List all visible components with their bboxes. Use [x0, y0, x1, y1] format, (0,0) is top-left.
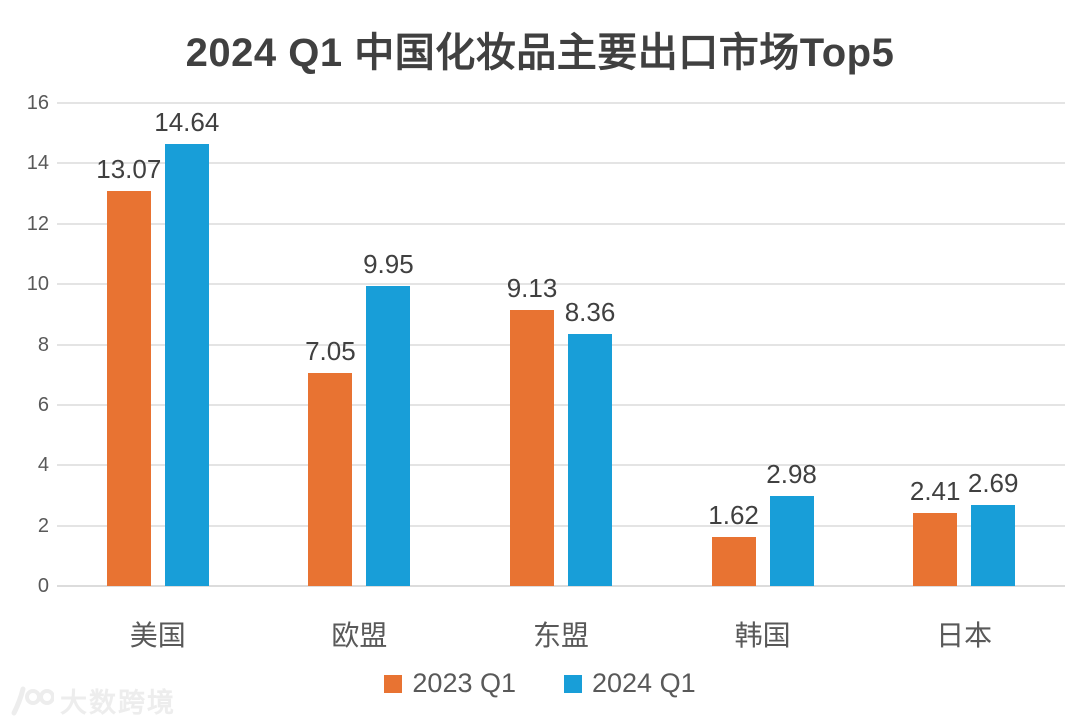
- bar-value-label: 8.36: [564, 296, 616, 327]
- bar-value-label: 7.05: [305, 336, 356, 367]
- gridline-0: [57, 585, 1065, 587]
- bar-value-label: 2.41: [909, 476, 961, 507]
- gridline-12: [57, 222, 1065, 225]
- gridline-4: [57, 464, 1065, 467]
- gridline-10: [57, 283, 1065, 286]
- bar-2023-q1-3: [510, 310, 554, 586]
- legend-item-2024-q1: 2024 Q1: [564, 668, 696, 699]
- gridline-6: [57, 403, 1065, 406]
- watermark: 大数跨境: [8, 681, 176, 720]
- bar-2023-q1-1: [106, 191, 151, 586]
- legend-item-2023-q1: 2023 Q1: [384, 668, 516, 699]
- bar-2023-q1-5: [913, 513, 958, 586]
- category-label-2: 欧盟: [331, 620, 388, 651]
- category-label-3: 东盟: [532, 620, 589, 651]
- y-axis-tick-2: 2: [37, 514, 49, 537]
- bar-value-label: 9.13: [506, 273, 558, 304]
- gridline-2: [57, 524, 1065, 527]
- bar-2024-q1-3: [568, 333, 612, 586]
- y-axis-tick-10: 10: [26, 273, 49, 296]
- legend-swatch-2024-q1: [564, 674, 582, 693]
- gridline-14: [57, 162, 1065, 165]
- legend: 2023 Q1 2024 Q1: [0, 668, 1080, 699]
- gridline-8: [57, 343, 1065, 346]
- bar-2024-q1-1: [164, 144, 209, 586]
- bar-value-label: 1.62: [708, 500, 759, 531]
- bar-2024-q1-5: [971, 504, 1016, 586]
- bar-2023-q1-2: [308, 373, 353, 586]
- bar-value-label: 14.64: [154, 107, 220, 138]
- y-axis-tick-14: 14: [26, 152, 49, 175]
- y-axis-tick-4: 4: [37, 454, 49, 477]
- watermark-text: 大数跨境: [60, 688, 176, 718]
- legend-label-2023-q1: 2023 Q1: [412, 668, 516, 698]
- watermark-logo-icon: [11, 686, 54, 715]
- legend-swatch-2023-q1: [384, 674, 403, 693]
- y-axis-tick-16: 16: [26, 92, 49, 114]
- legend-label-2024-q1: 2024 Q1: [592, 668, 696, 698]
- category-label-1: 美国: [129, 620, 186, 651]
- bar-value-label: 2.69: [967, 467, 1019, 498]
- category-label-4: 韩国: [734, 620, 791, 651]
- bar-value-label: 9.95: [363, 248, 414, 279]
- y-axis-tick-0: 0: [37, 575, 49, 597]
- y-axis-tick-6: 6: [37, 393, 49, 416]
- category-label-5: 日本: [936, 620, 993, 651]
- bar-2024-q1-4: [769, 496, 814, 586]
- bar-value-label: 13.07: [96, 154, 162, 185]
- y-axis-tick-12: 12: [26, 212, 49, 235]
- gridline-16: [57, 102, 1065, 104]
- chart-title: 2024 Q1 中国化妆品主要出口市场Top5: [185, 31, 895, 75]
- bar-2024-q1-2: [366, 285, 411, 586]
- bar-2023-q1-4: [711, 537, 756, 586]
- bar-value-label: 2.98: [766, 459, 817, 490]
- y-axis-tick-8: 8: [37, 333, 49, 356]
